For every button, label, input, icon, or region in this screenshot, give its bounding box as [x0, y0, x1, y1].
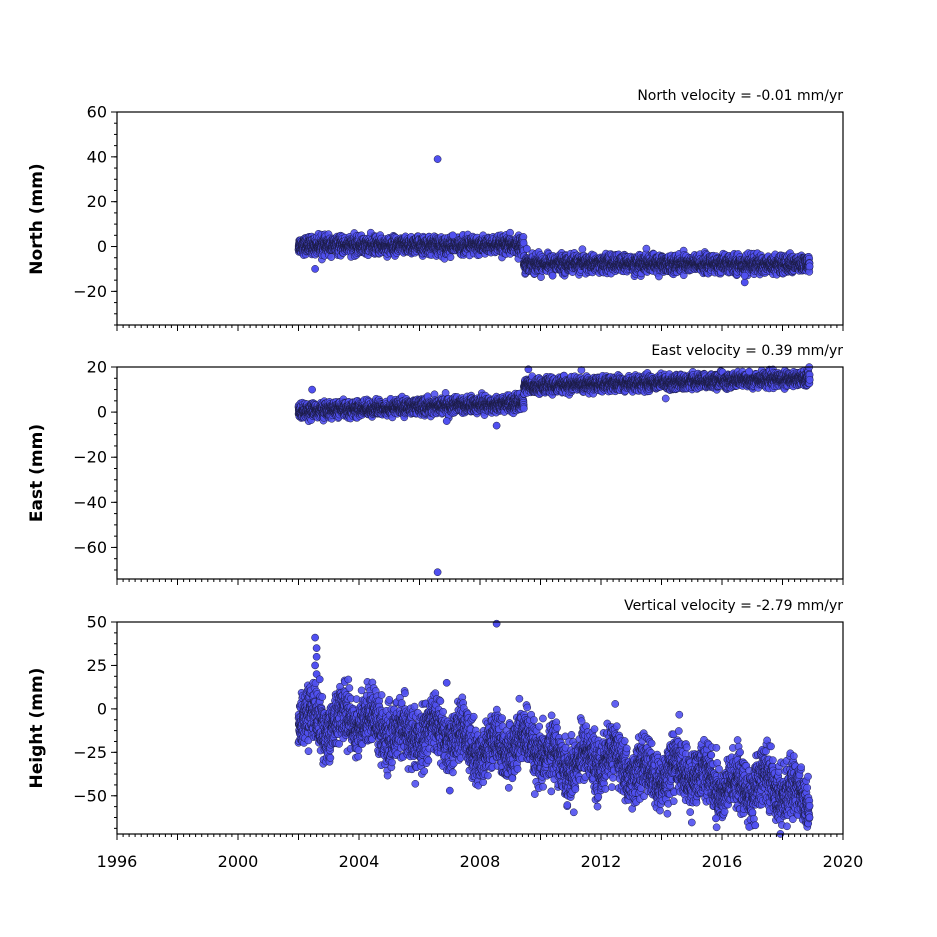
north-velocity-title: North velocity = -0.01 mm/yr: [637, 88, 843, 104]
data-point: [642, 244, 651, 253]
data-point: [327, 253, 336, 261]
north-panel: North velocity = -0.01 mm/yr North (mm) …: [27, 88, 844, 331]
data-point: [578, 245, 587, 254]
north-points: [294, 155, 814, 287]
north-ylabel: North (mm): [27, 163, 47, 274]
data-point: [446, 253, 455, 262]
